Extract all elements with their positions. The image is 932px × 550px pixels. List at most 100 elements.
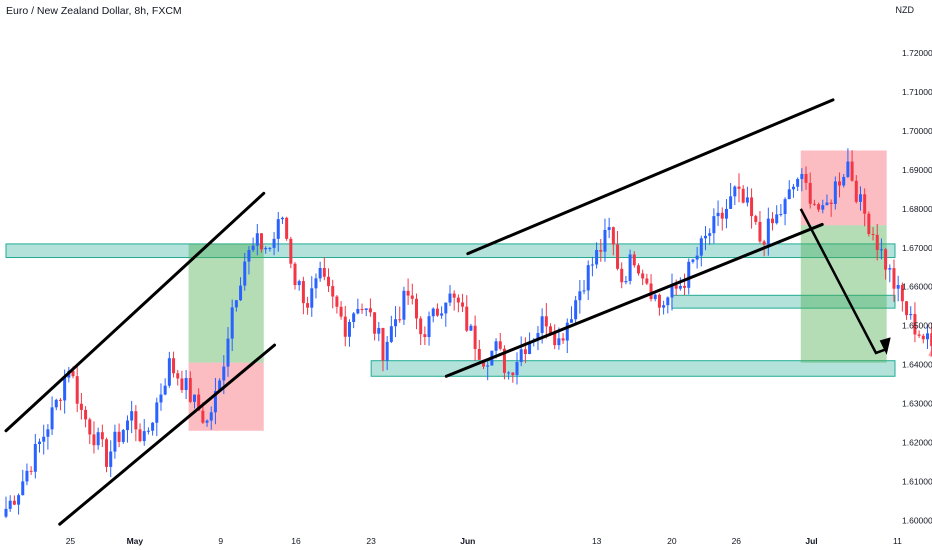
candle-body: [498, 341, 502, 349]
candle-body: [582, 290, 586, 292]
candle-body: [96, 432, 100, 446]
candle-body: [280, 217, 284, 220]
candle-body: [678, 285, 682, 289]
candle-body: [666, 297, 670, 306]
candle-body: [800, 173, 804, 180]
candle-body: [335, 296, 339, 307]
price-tick-label: 1.62000: [902, 437, 932, 447]
candle-body: [703, 235, 707, 239]
candle-body: [750, 197, 754, 217]
candle-body: [373, 312, 377, 334]
candle-body: [42, 436, 46, 442]
short-position-target: [800, 225, 887, 363]
zone-support: [370, 360, 896, 377]
candle-body: [549, 326, 553, 334]
candle-body: [125, 420, 129, 431]
candle-body: [331, 286, 335, 297]
candle-body: [628, 254, 632, 282]
price-tick-label: 1.67000: [902, 243, 932, 253]
price-unit-label: NZD: [895, 5, 915, 15]
time-tick-label: Jun: [460, 536, 475, 546]
candle-body: [163, 385, 167, 395]
candle-body: [159, 394, 163, 403]
candle-body: [155, 402, 159, 423]
candle-body: [176, 373, 180, 379]
chart-title: Euro / New Zealand Dollar, 8h, FXCM: [6, 5, 182, 17]
long-position-stop: [188, 362, 264, 431]
candle-body: [230, 307, 234, 339]
candle-body: [92, 434, 96, 446]
candle-body: [863, 194, 867, 214]
candle-body: [58, 399, 62, 401]
candle-body: [293, 263, 297, 286]
candle-body: [38, 441, 42, 444]
candle-body: [180, 378, 184, 390]
candle-body: [356, 308, 360, 314]
candle-body: [771, 218, 775, 224]
candle-body: [557, 338, 561, 346]
candle-body: [486, 365, 490, 367]
price-tick-label: 1.68000: [902, 204, 932, 214]
candle-body: [327, 276, 331, 287]
candle-body: [398, 319, 402, 321]
time-tick-label: 20: [667, 536, 677, 546]
time-tick-label: 9: [218, 536, 223, 546]
candle-body: [360, 308, 364, 310]
candle-body: [699, 238, 703, 256]
candle-body: [410, 295, 414, 299]
candle-body: [875, 234, 879, 250]
candle-body: [419, 318, 423, 335]
candle-body: [12, 500, 16, 505]
candle-body: [247, 250, 251, 262]
candle-body: [808, 182, 812, 204]
time-tick-label: 25: [66, 536, 76, 546]
candle-body: [502, 348, 506, 373]
candle-body: [448, 293, 452, 303]
candle-body: [301, 281, 305, 304]
candle-body: [540, 316, 544, 334]
down-move-arrow-head: [879, 337, 891, 355]
price-tick-label: 1.72000: [902, 48, 932, 58]
broad-channel-lower-line: [444, 222, 824, 378]
candle-body: [729, 196, 733, 209]
candle-body: [343, 316, 347, 337]
candle-body: [456, 297, 460, 303]
candle-body: [766, 218, 770, 245]
candle-body: [611, 227, 615, 245]
candle-body: [381, 327, 385, 361]
candle-body: [821, 205, 825, 210]
candle-body: [829, 202, 833, 204]
candle-body: [260, 233, 264, 250]
candle-body: [892, 268, 896, 289]
candle-body: [528, 342, 532, 355]
long-position-target: [188, 243, 264, 363]
candle-body: [733, 186, 737, 197]
candle-body: [306, 303, 310, 308]
time-axis[interactable]: 25May91623Jun132026Jul111825Aug8: [66, 536, 932, 546]
price-tick-label: 1.61000: [902, 476, 932, 486]
candle-body: [377, 327, 381, 334]
candle-body: [364, 308, 368, 310]
candle-body: [607, 227, 611, 230]
candle-body: [167, 358, 171, 386]
candle-body: [846, 161, 850, 177]
candle-body: [234, 300, 238, 308]
candle-body: [884, 249, 888, 270]
price-axis[interactable]: 1.60000 1.61000 1.62000 1.63000 1.64000 1.650…: [902, 48, 932, 525]
short-position-stop: [800, 150, 887, 226]
candle-body: [352, 313, 356, 322]
candle-body: [100, 432, 104, 440]
candle-body: [297, 281, 301, 286]
candle-body: [209, 412, 213, 421]
candle-body: [444, 302, 448, 314]
candle-body: [561, 338, 565, 341]
candle-body: [762, 241, 766, 245]
candle-body: [25, 470, 29, 482]
candle-body: [858, 194, 862, 202]
candle-body: [507, 372, 511, 374]
candle-body: [151, 422, 155, 431]
candle-body: [641, 273, 645, 279]
candle-body: [787, 189, 791, 200]
time-tick-label: 16: [291, 536, 301, 546]
